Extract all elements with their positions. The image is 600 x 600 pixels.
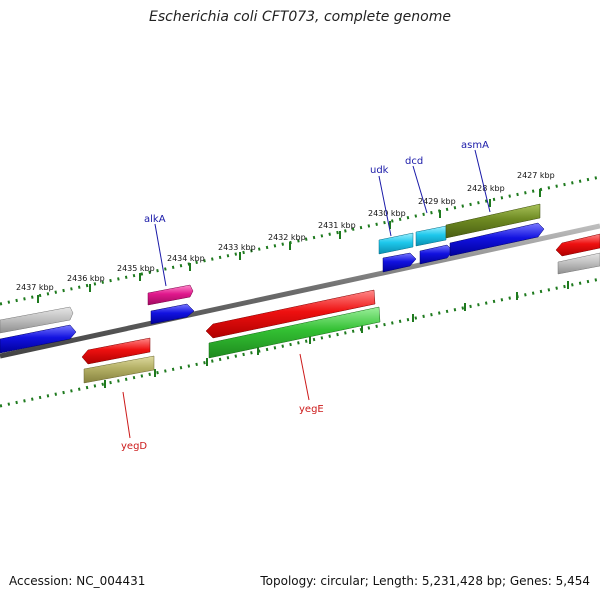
gene-feature-yegE-red[interactable] — [205, 289, 376, 339]
scale-label-2427: 2427 kbp — [517, 171, 555, 180]
gene-feature-gray-left[interactable] — [0, 306, 74, 334]
scale-label-2431: 2431 kbp — [318, 221, 356, 230]
gene-feature-dcd-cyan[interactable] — [415, 225, 447, 247]
gene-feature-yegD-red[interactable] — [81, 337, 151, 365]
gene-feature-gray-right[interactable] — [557, 252, 600, 275]
inner-scale-ring — [0, 277, 600, 408]
yegD-leader — [122, 391, 131, 439]
inner-major-ticks — [104, 281, 569, 388]
gene-label-alkA[interactable]: alkA — [144, 214, 166, 225]
scale-label-2432: 2432 kbp — [268, 233, 306, 242]
accession-text: Accession: NC_004431 — [9, 574, 146, 588]
gene-label-dcd[interactable]: dcd — [405, 156, 423, 167]
gene-feature-alkA-blue[interactable] — [150, 303, 195, 325]
genome-summary-text: Topology: circular; Length: 5,231,428 bp… — [260, 574, 590, 588]
gene-feature-yegE-green[interactable] — [208, 306, 381, 359]
gene-label-asmA[interactable]: asmA — [461, 140, 489, 151]
gene-label-yegE[interactable]: yegE — [299, 404, 324, 415]
gene-feature-blue-left[interactable] — [0, 324, 77, 354]
gene-feature-udk-blue[interactable] — [382, 252, 417, 273]
gene-feature-asmA-olive[interactable] — [445, 203, 541, 239]
genome-backbone — [0, 223, 600, 359]
gene-feature-yegD-khaki[interactable] — [83, 355, 155, 384]
gene-feature-asmA-blue[interactable] — [449, 222, 545, 257]
outer-major-ticks — [37, 189, 541, 303]
scale-label-2434: 2434 kbp — [167, 254, 205, 263]
map-title: Escherichia coli CFT073, complete genome — [149, 9, 451, 25]
gene-labels: alkA udk dcd asmA yegD yegE — [121, 140, 489, 452]
alkA-leader — [154, 223, 167, 287]
gene-label-yegD[interactable]: yegD — [121, 441, 147, 452]
scale-label-2436: 2436 kbp — [67, 274, 105, 283]
dcd-leader — [412, 165, 428, 214]
asmA-leader — [474, 149, 491, 213]
scale-label-2437: 2437 kbp — [16, 283, 54, 292]
scale-label-2429: 2429 kbp — [418, 197, 456, 206]
yegE-leader — [299, 353, 310, 401]
forward-strand-features — [0, 203, 600, 354]
scale-label-2435: 2435 kbp — [117, 264, 155, 273]
reverse-strand-features — [81, 289, 381, 384]
gene-feature-alkA-magenta[interactable] — [147, 284, 194, 306]
scale-label-2433: 2433 kbp — [218, 243, 256, 252]
gene-feature-udk-cyan[interactable] — [378, 232, 414, 255]
gene-feature-red-right[interactable] — [555, 233, 600, 257]
gene-label-udk[interactable]: udk — [370, 165, 389, 176]
label-leaders — [122, 149, 491, 439]
udk-leader — [378, 175, 392, 237]
scale-label-2428: 2428 kbp — [467, 184, 505, 193]
